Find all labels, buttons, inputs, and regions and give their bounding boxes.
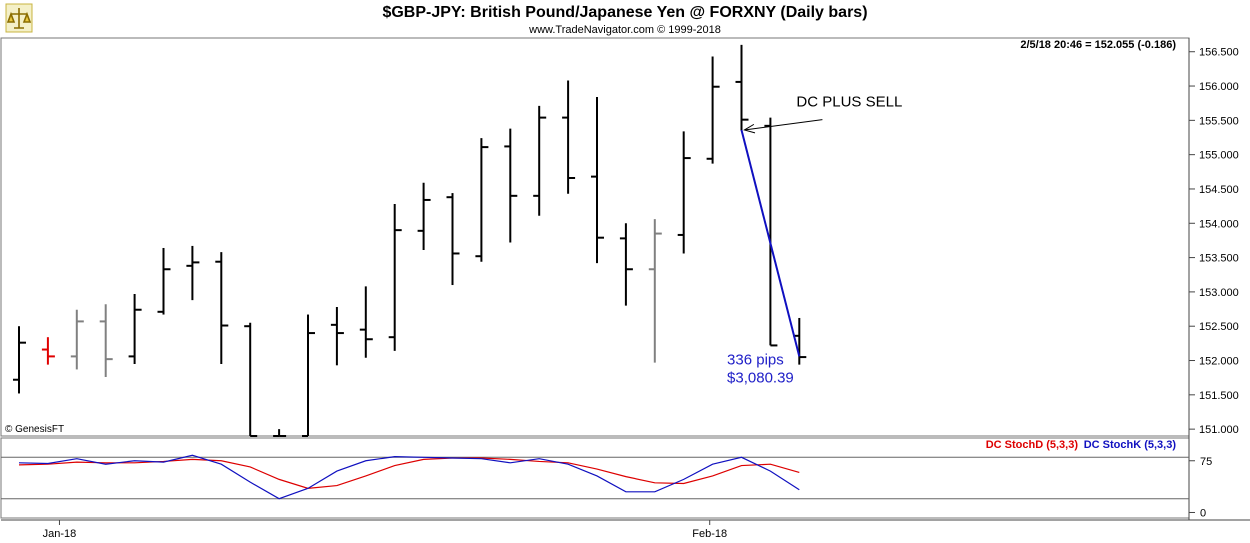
price-tick-label: 154.500 — [1199, 184, 1239, 196]
ohlc-bar — [706, 56, 720, 164]
price-tick-label: 156.500 — [1199, 47, 1239, 59]
annotation-label: $3,080.39 — [727, 369, 794, 386]
price-tick-label: 155.000 — [1199, 150, 1239, 162]
chart-title: $GBP-JPY: British Pound/Japanese Yen @ F… — [382, 4, 867, 21]
ohlc-bar — [591, 97, 604, 264]
price-readout: 2/5/18 20:46 = 152.055 (-0.186) — [1020, 39, 1176, 51]
logo-icon — [5, 3, 33, 33]
oscillator-series-line — [18, 454, 800, 500]
ohlc-bar — [764, 117, 778, 347]
ohlc-bar — [273, 429, 287, 437]
signal-arrow — [744, 119, 823, 131]
ohlc-bar — [157, 247, 171, 315]
price-tick-label: 153.500 — [1199, 253, 1239, 265]
ohlc-bar — [677, 131, 691, 254]
price-tick-label: 153.000 — [1199, 287, 1239, 299]
ohlc-bar — [475, 138, 489, 262]
ohlc-bar — [533, 105, 547, 216]
annotation-label: 336 pips — [727, 352, 784, 369]
ohlc-bar — [388, 204, 402, 351]
ohlc-bar — [244, 322, 258, 437]
ohlc-bar — [648, 219, 662, 363]
ohlc-bar — [70, 309, 84, 370]
ohlc-bar — [562, 80, 576, 194]
ohlc-bar — [446, 193, 460, 286]
arrow-head — [743, 123, 756, 134]
ohlc-bar — [128, 293, 142, 364]
price-tick-label: 151.500 — [1199, 390, 1239, 402]
price-tick-label: 155.500 — [1199, 115, 1239, 127]
ohlc-bar — [186, 245, 200, 301]
ohlc-bar — [619, 223, 633, 306]
ohlc-bar — [359, 286, 373, 358]
oscillator-panel-frame — [0, 437, 1190, 519]
ohlc-bar — [215, 252, 229, 364]
trend-line — [740, 129, 801, 357]
chart-subtitle: www.TradeNavigator.com © 1999-2018 — [528, 24, 721, 36]
price-tick-label: 156.000 — [1199, 81, 1239, 93]
date-tick-label: Jan-18 — [43, 528, 77, 540]
ohlc-bar — [99, 304, 113, 377]
oscillator-series-line — [18, 457, 800, 489]
ohlc-bar — [504, 128, 518, 243]
price-tick-label: 154.000 — [1199, 218, 1239, 230]
annotation-label: DC PLUS SELL — [796, 94, 902, 111]
ohlc-bar — [302, 314, 315, 437]
price-axis: 151.000 151.500 152.000 152.500 153.000 153.5… — [1189, 47, 1239, 436]
ohlc-bar — [13, 326, 26, 394]
date-tick-label: Feb-18 — [692, 528, 727, 540]
ohlc-bars — [13, 44, 807, 437]
price-tick-label: 152.000 — [1199, 356, 1239, 368]
price-tick-label: 152.500 — [1199, 321, 1239, 333]
ohlc-bar — [41, 337, 55, 365]
annotations: DC PLUS SELL 336 pips$3,080.39 — [727, 94, 902, 387]
oscillator-lines — [1, 454, 1189, 500]
oscillator-tick-label: 75 — [1200, 456, 1212, 468]
legend-stochk: DC StochK (5,3,3) — [1084, 439, 1177, 451]
date-axis: Jan-18 Feb-18 — [43, 520, 727, 540]
oscillator-axis: 0 75 — [1189, 456, 1212, 519]
ohlc-bar — [330, 306, 344, 366]
price-panel-frame — [0, 37, 1190, 437]
ohlc-bar — [735, 44, 749, 131]
data-credit: © GenesisFT — [5, 424, 64, 435]
oscillator-tick-label: 0 — [1200, 507, 1206, 519]
price-tick-label: 151.000 — [1199, 424, 1239, 436]
legend-stochd: DC StochD (5,3,3) — [986, 439, 1079, 451]
ohlc-bar — [417, 182, 431, 251]
